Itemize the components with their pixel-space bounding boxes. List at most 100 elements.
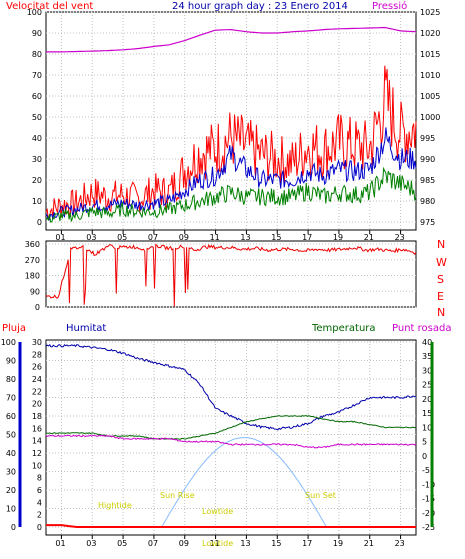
temperature-y-tick-label: 10 (422, 423, 432, 432)
rain-y-tick-label: 30 (32, 338, 42, 347)
rain-y-tick-label: 0 (37, 523, 42, 532)
climate-panel-frame (45, 339, 417, 536)
climate-x-tick-label: 07 (148, 539, 158, 548)
wind-y-tick-label: 80 (32, 50, 42, 59)
dir-n-bottom: N (437, 306, 445, 319)
wind-x-tick-label: 01 (55, 233, 65, 242)
dir-y-tick-label: 360 (25, 240, 40, 249)
temperature-y-tick-label: -25 (422, 523, 435, 532)
rain-y-tick-label: 28 (32, 350, 42, 359)
direction-panel-frame (45, 240, 417, 308)
pressure-y-tick-label: 985 (420, 176, 435, 185)
wind-y-tick-label: 70 (32, 71, 42, 80)
temperature-y-tick-label: 0 (422, 452, 427, 461)
temperature-y-tick-label: -20 (422, 509, 435, 518)
rain-y-tick-label: 10 (32, 461, 42, 470)
pressure-y-tick-label: 990 (420, 155, 435, 164)
rain-y-tick-label: 24 (32, 375, 42, 384)
wind-x-tick-label: 07 (148, 233, 158, 242)
temperature-y-tick-label: -5 (422, 466, 430, 475)
temperature-y-tick-label: 40 (422, 338, 432, 347)
pressure-y-tick-label: 975 (420, 218, 435, 227)
wind-x-tick-label: 03 (86, 233, 96, 242)
climate-x-tick-label: 17 (302, 539, 312, 548)
sunset-label: Sun Set (305, 491, 336, 500)
temperature-y-tick-label: 15 (422, 409, 432, 418)
pressure-y-tick-label: 1005 (420, 92, 440, 101)
dewpoint-label: Punt rosada (392, 323, 451, 334)
humidity-y-tick-label: 10 (6, 505, 16, 514)
humidity-y-tick-label: 20 (6, 486, 16, 495)
rain-y-tick-label: 18 (32, 412, 42, 421)
rain-y-tick-label: 22 (32, 387, 42, 396)
climate-x-tick-label: 09 (179, 539, 189, 548)
climate-x-tick-label: 11 (210, 539, 220, 548)
wind-x-tick-label: 21 (364, 233, 374, 242)
rain-series (46, 524, 416, 528)
humidity-y-tick-label: 90 (6, 357, 16, 366)
climate-x-tick-label: 13 (240, 539, 250, 548)
humidity-y-tick-label: 100 (1, 338, 16, 347)
wind-x-tick-label: 15 (271, 233, 281, 242)
pressure-series (46, 26, 417, 53)
climate-x-tick-label: 19 (333, 539, 343, 548)
wind-x-tick-label: 19 (333, 233, 343, 242)
wind-y-tick-label: 50 (32, 113, 42, 122)
pressure-y-tick-label: 1025 (420, 8, 440, 17)
wind-x-tick-label: 23 (395, 233, 405, 242)
min-wind-series (45, 166, 417, 223)
dir-y-tick-label: 180 (25, 272, 40, 281)
lowtide-label-2: Lowtide (202, 539, 233, 548)
rain-y-tick-label: 20 (32, 400, 42, 409)
wind-y-tick-label: 30 (32, 155, 42, 164)
climate-x-tick-label: 15 (271, 539, 281, 548)
rain-y-tick-label: 4 (37, 498, 42, 507)
rain-y-tick-label: 2 (37, 511, 42, 520)
wind-speed-series (45, 65, 417, 221)
pressure-y-tick-label: 1010 (420, 71, 440, 80)
dir-y-tick-label: 90 (30, 287, 40, 296)
temperature-y-tick-label: 35 (422, 352, 432, 361)
dewpoint-series (45, 434, 417, 449)
wind-y-tick-label: 20 (32, 176, 42, 185)
pressure-label: Pressió (372, 0, 407, 12)
wind-y-tick-label: 10 (32, 197, 42, 206)
rain-y-tick-label: 16 (32, 424, 42, 433)
avg-wind-series (45, 127, 417, 221)
pressure-y-tick-label: 1020 (420, 29, 440, 38)
pressure-y-tick-label: 995 (420, 134, 435, 143)
wind-x-tick-label: 09 (179, 233, 189, 242)
wind-direction-series (45, 243, 417, 307)
humidity-y-tick-label: 0 (11, 523, 16, 532)
humidity-y-tick-label: 50 (6, 431, 16, 440)
wind-y-tick-label: 40 (32, 134, 42, 143)
climate-x-tick-label: 05 (117, 539, 127, 548)
temperature-y-tick-label: -15 (422, 495, 435, 504)
climate-x-tick-label: 23 (395, 539, 405, 548)
temperature-label: Temperatura (311, 323, 376, 334)
wind-speed-label: Velocitat del vent (6, 1, 93, 12)
humidity-y-tick-label: 70 (6, 394, 16, 403)
pressure-y-tick-label: 1015 (420, 50, 440, 59)
humidity-series (45, 343, 417, 431)
wind-y-tick-label: 100 (27, 8, 42, 17)
chart-title: 24 hour graph day : 23 Enero 2014 (172, 1, 348, 12)
lowtide-label-1: Lowtide (202, 507, 233, 516)
pressure-y-tick-label: 1000 (420, 113, 440, 122)
temperature-y-tick-label: 20 (422, 395, 432, 404)
humidity-y-tick-label: 80 (6, 375, 16, 384)
humidity-y-tick-label: 30 (6, 468, 16, 477)
rain-label: Pluja (2, 323, 26, 334)
dir-e: E (437, 290, 444, 303)
wind-panel-frame (45, 11, 417, 231)
wind-y-tick-label: 0 (37, 218, 42, 227)
dir-y-tick-label: 0 (35, 303, 40, 312)
temperature-y-tick-label: -10 (422, 480, 435, 489)
sunrise-label: Sun Rise (160, 491, 195, 500)
rain-y-tick-label: 6 (37, 486, 42, 495)
rain-y-tick-label: 12 (32, 449, 42, 458)
humidity-y-tick-label: 60 (6, 412, 16, 421)
dir-w: W (436, 256, 447, 269)
wind-x-tick-label: 05 (117, 233, 127, 242)
